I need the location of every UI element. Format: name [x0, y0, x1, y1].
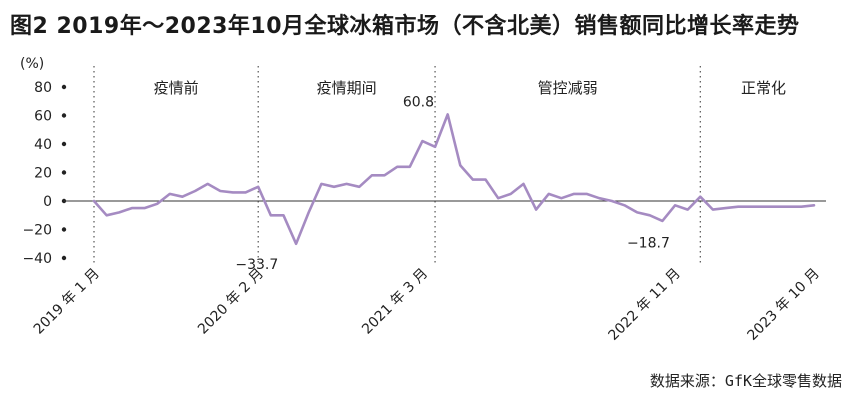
phase-label: 疫情前	[154, 79, 199, 97]
y-tick-mark	[61, 84, 67, 90]
y-tick-label: −40	[22, 251, 52, 267]
y-tick-label: 0	[43, 194, 52, 210]
data-label: −33.7	[235, 257, 278, 273]
phase-label: 管控减弱	[538, 79, 598, 97]
y-tick-label: 60	[34, 109, 52, 125]
x-tick-label: 2023 年 10 月	[744, 266, 822, 344]
chart-title: 图2 2019年～2023年10月全球冰箱市场（不含北美）销售额同比增长率走势	[10, 14, 800, 39]
x-tick-label: 2019 年 1 月	[31, 266, 103, 338]
y-tick-label: 80	[34, 80, 52, 96]
data-label: −18.7	[627, 236, 670, 252]
y-tick-label: 40	[34, 137, 52, 153]
value-annotations: −33.7 60.8 −18.7	[235, 94, 669, 273]
y-tick-mark	[61, 227, 67, 232]
x-tick-label: 2022 年 11 月	[606, 266, 684, 344]
data-label: 60.8	[403, 94, 434, 110]
phase-labels: 疫情前 疫情期间 管控减弱 正常化	[154, 79, 786, 97]
x-axis-labels: 2019 年 1 月 2020 年 2 月 2021 年 3 月 2022 年 11 …	[31, 266, 823, 344]
x-tick-label: 2020 年 2 月	[195, 266, 267, 338]
phase-label: 疫情期间	[317, 79, 377, 97]
y-tick-mark	[61, 255, 67, 261]
growth-rate-line	[92, 113, 816, 246]
phase-dividers	[93, 66, 701, 266]
source-note: 数据来源：GfK全球零售数据	[649, 372, 842, 390]
y-tick-mark	[61, 113, 67, 118]
y-tick-label: −20	[22, 223, 52, 239]
x-tick-label: 2021 年 3 月	[359, 266, 431, 338]
y-tick-mark	[61, 170, 67, 175]
y-tick-label: 20	[34, 166, 52, 182]
y-tick-mark	[61, 141, 67, 147]
y-axis-unit-label: (%)	[20, 56, 44, 72]
phase-label: 正常化	[741, 79, 786, 97]
y-axis-ticks: 80 60 40 20 0 −20 −40	[22, 80, 67, 267]
